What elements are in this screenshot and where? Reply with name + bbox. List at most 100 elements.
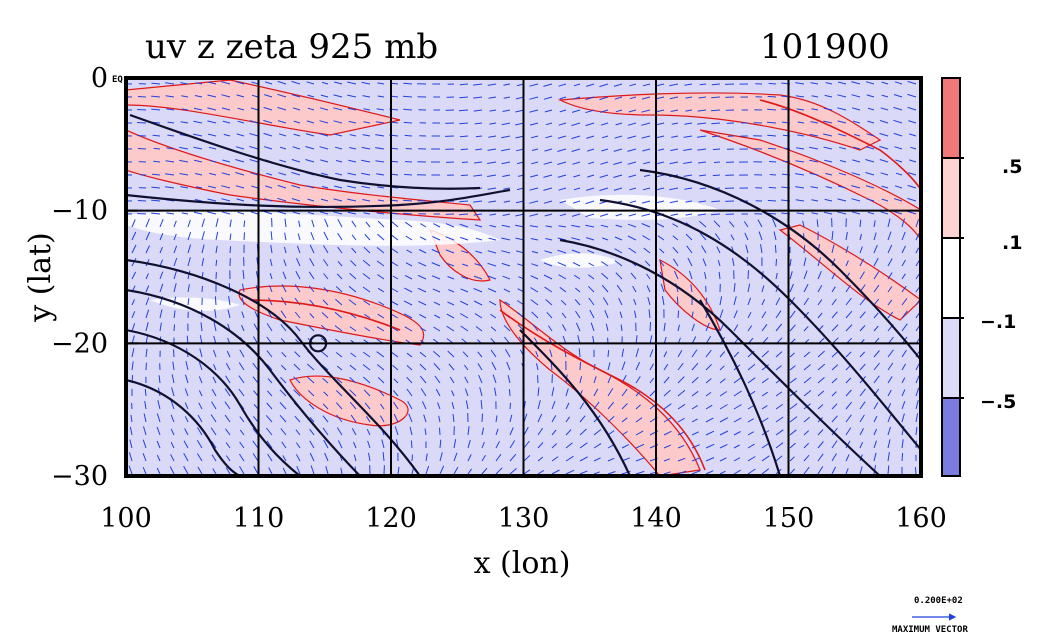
wind-vector bbox=[697, 213, 707, 216]
wind-vector bbox=[306, 185, 315, 189]
wind-vector bbox=[322, 299, 329, 306]
wind-vector bbox=[803, 311, 809, 319]
neutral-region bbox=[540, 253, 620, 268]
wind-vector bbox=[543, 174, 553, 178]
wind-vector bbox=[572, 161, 581, 165]
wind-vector bbox=[641, 96, 651, 100]
wind-vector bbox=[376, 247, 385, 254]
wind-vector bbox=[698, 200, 707, 203]
wind-vector bbox=[671, 122, 679, 125]
wind-vector bbox=[559, 109, 567, 113]
wind-vector bbox=[691, 457, 701, 462]
wind-vector bbox=[223, 133, 231, 137]
wind-vector bbox=[495, 467, 503, 475]
wind-vector bbox=[643, 174, 651, 177]
wind-vector bbox=[265, 185, 273, 189]
wind-vector bbox=[711, 96, 721, 99]
wind-vector bbox=[716, 246, 721, 254]
wind-vector bbox=[789, 352, 795, 358]
wind-vector bbox=[405, 148, 413, 150]
wind-vector bbox=[495, 453, 502, 462]
wind-vector bbox=[173, 296, 177, 306]
wind-vector bbox=[228, 296, 231, 306]
wind-vector bbox=[579, 428, 587, 436]
wind-vector bbox=[419, 236, 427, 241]
wind-vector bbox=[508, 389, 511, 397]
wind-vector bbox=[537, 442, 544, 449]
wind-vector bbox=[670, 109, 679, 112]
wind-vector bbox=[336, 378, 343, 384]
wind-vector bbox=[431, 249, 441, 254]
wind-vector bbox=[811, 108, 819, 111]
wind-vector bbox=[558, 225, 567, 228]
wind-vector bbox=[391, 351, 399, 358]
wind-vector bbox=[656, 222, 665, 228]
wind-vector bbox=[489, 122, 497, 125]
wind-vector bbox=[697, 148, 707, 151]
wind-vector bbox=[349, 134, 357, 137]
wind-vector bbox=[266, 350, 273, 358]
wind-vector bbox=[368, 452, 371, 462]
wind-vector bbox=[270, 231, 273, 241]
wind-vector bbox=[305, 159, 315, 163]
wind-vector bbox=[250, 211, 259, 215]
wind-vector bbox=[646, 273, 651, 280]
wind-vector bbox=[294, 351, 301, 358]
wind-vector bbox=[362, 376, 371, 384]
wind-vector bbox=[837, 94, 847, 98]
wind-vector bbox=[621, 348, 625, 358]
wind-vector bbox=[859, 363, 866, 371]
wind-vector bbox=[462, 351, 469, 358]
wind-vector bbox=[406, 365, 413, 371]
wind-vector bbox=[451, 401, 455, 410]
positive-region bbox=[126, 79, 401, 136]
wind-vector bbox=[199, 348, 203, 358]
wind-vector bbox=[156, 467, 161, 475]
wind-vector bbox=[543, 274, 553, 280]
wind-vector bbox=[537, 400, 541, 410]
wind-vector bbox=[375, 147, 385, 150]
wind-vector bbox=[507, 375, 511, 384]
wind-vector bbox=[425, 465, 430, 475]
wind-vector bbox=[865, 172, 875, 176]
wind-vector bbox=[280, 428, 287, 436]
wind-vector bbox=[324, 218, 329, 228]
wind-vector bbox=[845, 365, 851, 371]
wind-vector bbox=[236, 94, 245, 98]
wind-vector bbox=[434, 314, 441, 319]
wind-vector bbox=[390, 300, 399, 306]
wind-vector bbox=[211, 388, 217, 397]
wind-vector bbox=[529, 213, 539, 217]
wind-vector bbox=[824, 159, 833, 163]
wind-vector bbox=[559, 286, 567, 293]
wind-vector bbox=[305, 146, 315, 150]
wind-vector bbox=[565, 442, 573, 449]
wind-vector bbox=[323, 287, 329, 293]
wind-vector bbox=[531, 161, 539, 165]
wind-vector bbox=[501, 224, 511, 228]
wind-vector bbox=[523, 469, 531, 475]
wind-vector bbox=[642, 148, 651, 152]
wind-vector bbox=[249, 145, 259, 150]
wind-vector bbox=[504, 349, 511, 358]
wind-vector bbox=[474, 122, 483, 125]
wind-vector bbox=[475, 135, 483, 138]
wind-vector bbox=[474, 263, 483, 267]
wind-vector bbox=[183, 453, 189, 462]
wind-vector bbox=[837, 120, 847, 124]
wind-vector bbox=[775, 403, 783, 410]
wind-vector bbox=[530, 287, 539, 293]
wind-vector bbox=[322, 259, 329, 267]
wind-vector bbox=[279, 389, 287, 397]
wind-vector bbox=[825, 82, 833, 85]
wind-vector bbox=[487, 148, 497, 151]
wind-vector bbox=[795, 199, 805, 202]
wind-vector bbox=[909, 159, 917, 163]
wind-vector bbox=[563, 348, 567, 358]
wind-vector bbox=[334, 311, 343, 319]
wind-vector bbox=[619, 311, 623, 319]
wind-vector bbox=[572, 96, 581, 100]
wind-vector bbox=[803, 416, 811, 423]
wind-vector bbox=[705, 391, 712, 397]
wind-vector bbox=[481, 413, 483, 423]
